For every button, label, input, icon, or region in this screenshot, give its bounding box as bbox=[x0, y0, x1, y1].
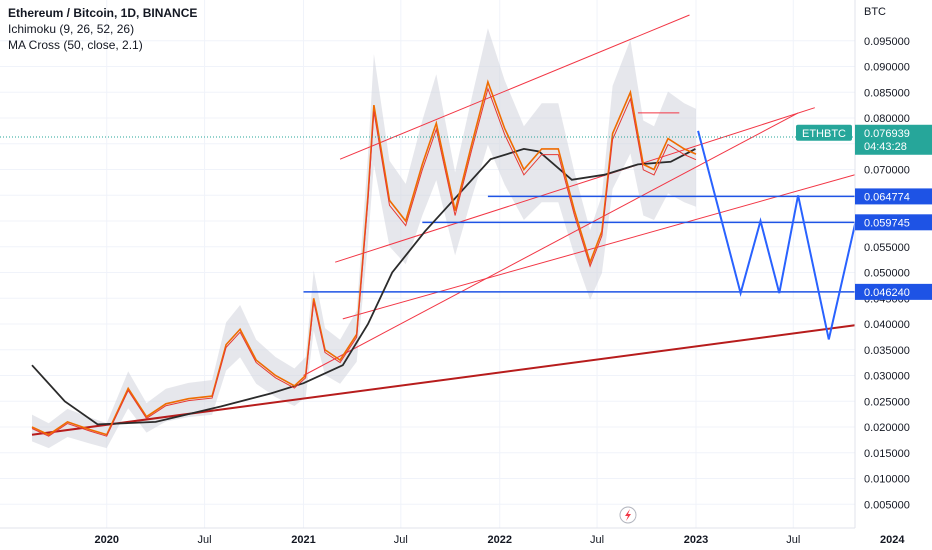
price-axis-bg bbox=[855, 0, 932, 550]
y-tick-label: 0.035000 bbox=[864, 345, 910, 357]
level-tag-label: 0.059745 bbox=[864, 217, 910, 229]
current-price-label: 0.076939 bbox=[864, 128, 910, 140]
level-tag-label: 0.046240 bbox=[864, 287, 910, 299]
x-tick-label: Jul bbox=[394, 534, 408, 546]
ma-50-line bbox=[31, 147, 696, 426]
horizontal-levels bbox=[303, 195, 855, 293]
y-tick-label: 0.085000 bbox=[864, 87, 910, 99]
y-tick-label: 0.095000 bbox=[864, 36, 910, 48]
x-tick-label: 2022 bbox=[487, 534, 511, 546]
x-tick-label: 2024 bbox=[880, 534, 905, 546]
price-line bbox=[31, 79, 697, 437]
grid bbox=[0, 0, 893, 528]
y-tick-label: 0.080000 bbox=[864, 113, 910, 125]
y-tick-label: 0.005000 bbox=[864, 499, 910, 511]
symbol-title[interactable]: Ethereum / Bitcoin, 1D, BINANCE bbox=[8, 6, 198, 20]
axis-unit-label: BTC bbox=[864, 6, 886, 18]
channel-line[interactable] bbox=[339, 14, 690, 160]
kijun-line bbox=[31, 87, 697, 437]
level-tag-bg bbox=[855, 188, 932, 205]
ichimoku-indicator-label[interactable]: Ichimoku (9, 26, 52, 26) bbox=[8, 22, 135, 36]
symbol-tag-label: ETHBTC bbox=[802, 128, 846, 140]
x-tick-label: 2023 bbox=[684, 534, 708, 546]
y-tick-label: 0.070000 bbox=[864, 165, 910, 177]
y-tick-label: 0.015000 bbox=[864, 448, 910, 460]
level-tag-bg bbox=[855, 283, 932, 300]
lightning-icon[interactable] bbox=[619, 506, 637, 524]
time-axis-bg bbox=[0, 528, 932, 550]
ma-cross-indicator-label[interactable]: MA Cross (50, close, 2.1) bbox=[8, 38, 143, 52]
time-axis[interactable]: 2020 Jul 2021 Jul 2022 Jul 2023 Jul 2024 bbox=[94, 534, 905, 546]
x-tick-label: 2021 bbox=[291, 534, 315, 546]
level-tag-label: 0.064774 bbox=[864, 191, 910, 203]
y-tick-label: 0.025000 bbox=[864, 396, 910, 408]
x-tick-label: Jul bbox=[590, 534, 604, 546]
y-tick-label: 0.020000 bbox=[864, 422, 910, 434]
y-tick-label: 0.050000 bbox=[864, 268, 910, 280]
y-tick-label: 0.090000 bbox=[864, 62, 910, 74]
ma-line bbox=[31, 147, 696, 426]
channel-line[interactable] bbox=[303, 112, 799, 376]
price-tag-bg bbox=[855, 124, 932, 155]
support-trendline[interactable] bbox=[31, 323, 865, 436]
y-tick-label: 0.055000 bbox=[864, 242, 910, 254]
y-tick-label: 0.040000 bbox=[864, 319, 910, 331]
channel-line[interactable] bbox=[335, 107, 815, 263]
chart-legend[interactable]: Ethereum / Bitcoin, 1D, BINANCE Ichimoku… bbox=[8, 5, 197, 53]
countdown-label: 04:43:28 bbox=[864, 141, 907, 153]
y-tick-label: 0.010000 bbox=[864, 474, 910, 486]
long-term-support-line bbox=[31, 323, 865, 436]
x-tick-label: 2020 bbox=[94, 534, 118, 546]
level-tag-bg bbox=[855, 214, 932, 231]
x-tick-label: Jul bbox=[786, 534, 800, 546]
x-tick-label: Jul bbox=[198, 534, 212, 546]
y-tick-label: 0.030000 bbox=[864, 371, 910, 383]
symbol-tag-bg bbox=[796, 124, 852, 141]
